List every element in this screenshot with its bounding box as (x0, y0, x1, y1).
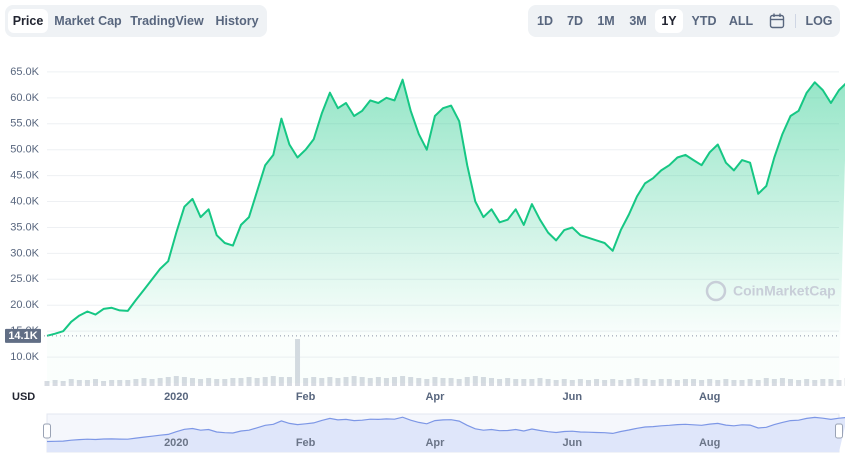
x-tick-label: Aug (699, 391, 720, 403)
price-line (46, 78, 845, 337)
x-tick-label: Feb (296, 391, 316, 403)
tab[interactable]: History (215, 14, 259, 28)
log-button[interactable]: LOG (805, 14, 833, 28)
range-button[interactable]: 3M (629, 14, 647, 28)
navigator-handle[interactable] (43, 423, 51, 439)
y-tick-label: 40.0K (10, 195, 39, 207)
y-tick-label: 35.0K (10, 221, 39, 233)
navigator-label: Aug (699, 437, 720, 449)
tab[interactable]: Market Cap (54, 14, 122, 28)
navigator-label: Jun (563, 437, 583, 449)
range-button[interactable]: 1D (537, 14, 553, 28)
range-button[interactable]: 1Y (655, 9, 683, 33)
navigator-handle[interactable] (835, 423, 843, 439)
y-tick-label: 60.0K (10, 92, 39, 104)
y-tick-label: 50.0K (10, 144, 39, 156)
y-tick-label: 20.0K (10, 299, 39, 311)
currency-label: USD (12, 391, 35, 403)
watermark: CoinMarketCap (705, 280, 836, 302)
range-button[interactable]: ALL (728, 14, 754, 28)
area-fill (47, 79, 845, 383)
navigator-label: Apr (425, 437, 445, 449)
x-tick-label: 2020 (164, 391, 188, 403)
volume-bar (44, 381, 50, 386)
range-button[interactable]: 1M (597, 14, 615, 28)
y-tick-label: 55.0K (10, 118, 39, 130)
y-tick-label: 45.0K (10, 170, 39, 182)
navigator-label: 2020 (164, 437, 188, 449)
y-tick-label: 25.0K (10, 273, 39, 285)
watermark-text: CoinMarketCap (733, 283, 836, 299)
navigator-area (47, 417, 845, 452)
current-price-label: 14.1K (8, 330, 37, 342)
y-tick-label: 30.0K (10, 247, 39, 259)
y-tick-label: 10.0K (10, 351, 39, 363)
navigator-line (46, 416, 845, 443)
tab[interactable]: Price (8, 9, 48, 33)
volume-bar (60, 381, 66, 386)
range-button[interactable]: YTD (691, 14, 717, 28)
y-tick-label: 65.0K (10, 66, 39, 78)
range-button[interactable]: 7D (567, 14, 583, 28)
current-price-box (5, 328, 41, 343)
range-bar: 1D 7D 1M 3M 1Y YTD ALL LOG (528, 5, 840, 37)
navigator-label: Feb (296, 437, 316, 449)
separator (795, 14, 796, 28)
x-tick-label: Apr (425, 391, 445, 403)
calendar-icon[interactable] (769, 13, 785, 29)
volume-bar (101, 381, 107, 386)
tab[interactable]: TradingView (130, 14, 204, 28)
x-tick-label: Jun (563, 391, 583, 403)
tab-bar: Price Market Cap TradingView History (5, 5, 267, 37)
